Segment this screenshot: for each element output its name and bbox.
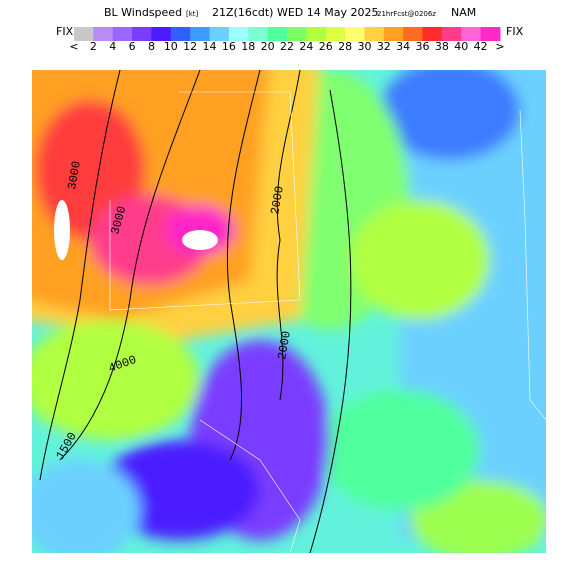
colorbar-swatch	[325, 27, 346, 41]
border	[519, 109, 546, 421]
title-units: [kt]	[186, 10, 199, 18]
colorbar-label: 2	[90, 40, 97, 53]
contour-label: 2000	[268, 185, 287, 216]
colorbar-label: 38	[435, 40, 449, 53]
colorbar-label: 28	[338, 40, 352, 53]
colorbar-swatch	[190, 27, 211, 41]
colorbar-label: 20	[261, 40, 275, 53]
contour	[226, 70, 261, 461]
wind-field	[32, 70, 546, 553]
colorbar-label: <	[69, 40, 78, 53]
colorbar-label: 14	[203, 40, 217, 53]
colorbar-swatch	[287, 27, 307, 41]
colorbar-label: 42	[474, 40, 488, 53]
contour-label: 2000	[275, 330, 294, 361]
border	[109, 91, 301, 311]
colorbar-label: 4	[109, 40, 116, 53]
borders	[109, 91, 546, 553]
contours	[39, 70, 352, 553]
colorbar-swatch	[345, 27, 365, 41]
colorbar-swatch	[209, 27, 230, 41]
colorbar-swatch	[480, 27, 501, 41]
field-white-w	[54, 200, 70, 260]
colorbar-label: 6	[129, 40, 136, 53]
colorbar-swatch	[151, 27, 172, 41]
colorbar-label: 12	[183, 40, 197, 53]
fix-left: FIX	[56, 25, 74, 38]
title-forecast: 21hrFcst@0206z	[377, 10, 436, 18]
colorbar-swatch	[403, 27, 424, 41]
fix-right: FIX	[506, 25, 524, 38]
colorbar-label: 26	[319, 40, 333, 53]
colorbar-swatch	[441, 27, 462, 41]
contour	[276, 70, 301, 401]
colorbar-swatch	[228, 27, 249, 41]
colorbar-label: 8	[148, 40, 155, 53]
colorbar-swatch	[112, 27, 133, 41]
title-main: BL Windspeed	[104, 6, 182, 19]
title-valid: 21Z(16cdt) WED 14 May 2025	[212, 6, 378, 19]
colorbar-swatch	[74, 27, 94, 41]
colorbar-swatch	[132, 27, 152, 41]
colorbar-label: 32	[377, 40, 391, 53]
colorbar-label: 36	[416, 40, 430, 53]
colorbar-swatch	[170, 27, 191, 41]
field-white	[182, 230, 218, 250]
colorbar-swatch	[306, 27, 327, 41]
field-green-s	[320, 390, 480, 510]
contour-label: 3000	[65, 160, 84, 191]
colorbar-swatch	[364, 27, 385, 41]
contour	[59, 70, 201, 461]
colorbar-label: 30	[357, 40, 371, 53]
colorbar-label: 24	[299, 40, 313, 53]
colorbar-swatch	[422, 27, 443, 41]
colorbar-swatch	[461, 27, 482, 41]
field-lime	[350, 200, 490, 320]
colorbar-swatch	[383, 27, 404, 41]
title-model: NAM	[451, 6, 476, 19]
colorbar-label: 34	[396, 40, 410, 53]
field-violet	[100, 440, 260, 540]
colorbar-label: 40	[454, 40, 468, 53]
contour	[39, 70, 121, 481]
colorbar-label: 16	[222, 40, 236, 53]
colorbar-swatch	[93, 27, 114, 41]
colorbar: <2 4 6 8 10 12 14 16 18 20 22 24 26 28 30 32 34 36 38 40 42 >	[69, 27, 505, 53]
border	[199, 419, 301, 553]
field-blue	[380, 70, 520, 160]
colorbar-swatch	[248, 27, 269, 41]
title: BL Windspeed [kt] 21Z(16cdt) WED 14 May …	[104, 6, 476, 19]
field-lime-w	[32, 320, 200, 440]
map: 2000 3000 4000 1500 2000 3000	[32, 70, 546, 553]
field-cyan-sw	[32, 460, 140, 553]
colorbar-label: 10	[164, 40, 178, 53]
colorbar-swatch	[267, 27, 288, 41]
contour	[309, 89, 352, 553]
colorbar-label: >	[495, 40, 504, 53]
colorbar-label: 18	[241, 40, 255, 53]
colorbar-label: 22	[280, 40, 294, 53]
